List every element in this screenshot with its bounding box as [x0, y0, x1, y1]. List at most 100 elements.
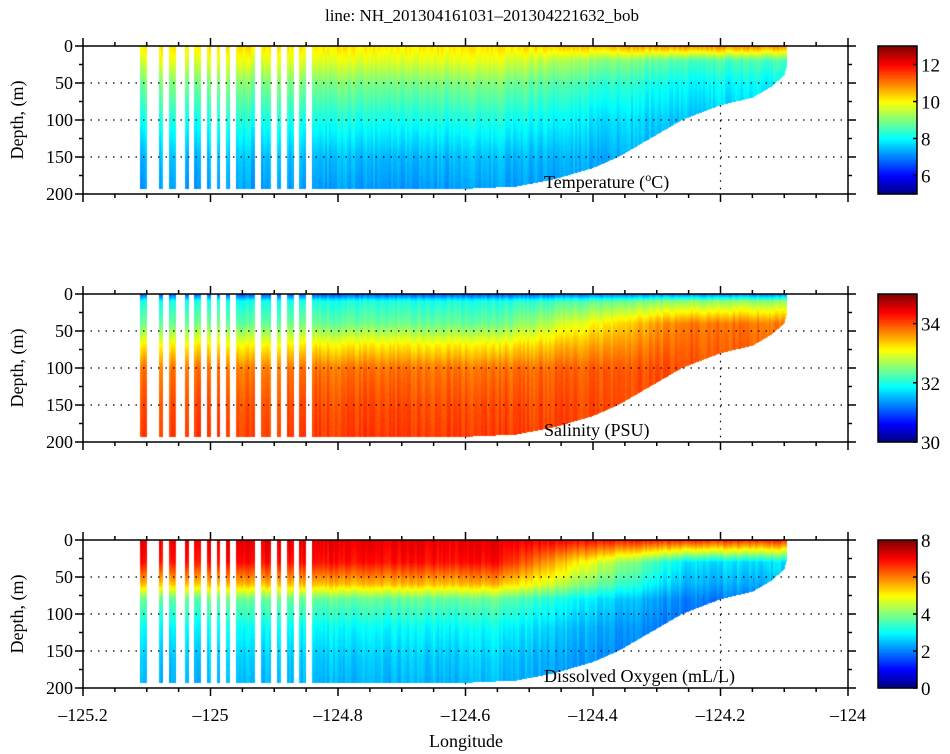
colorbar-tick-label: 0 — [921, 679, 931, 700]
colorbar-segment — [878, 180, 917, 184]
colorbar-segment — [878, 641, 917, 645]
colorbar-segment — [878, 549, 917, 553]
y-axis-label: Depth, (m) — [7, 329, 28, 408]
colorbar-segment — [878, 175, 917, 179]
x-tick-label: –125.2 — [57, 705, 108, 725]
colorbar-segment — [878, 583, 917, 587]
colorbar-segment — [878, 551, 917, 555]
colorbar-segment — [878, 182, 917, 186]
colorbar-segment — [878, 683, 917, 687]
x-tick-label: –124.6 — [440, 705, 491, 725]
colorbar-segment — [878, 189, 917, 193]
y-axis-label: Depth, (m) — [7, 575, 28, 654]
colorbar-segment — [878, 305, 917, 309]
colorbar-segment — [878, 342, 917, 346]
colorbar-segment — [878, 644, 917, 647]
colorbar-segment — [878, 423, 917, 427]
colorbar-segment — [878, 168, 917, 172]
colorbar-segment — [878, 166, 917, 170]
colorbar-segment — [878, 435, 917, 438]
colorbar-segment — [878, 117, 917, 121]
colorbar-segment — [878, 572, 917, 576]
y-tick-label: 50 — [55, 567, 73, 587]
colorbar-tick-label: 10 — [921, 93, 940, 114]
colorbar-segment — [878, 374, 917, 378]
annotation-text: Temperature ( — [544, 172, 645, 193]
colorbar-segment — [878, 614, 917, 617]
panel-annotation: Dissolved Oxygen (mL/L) — [544, 666, 735, 687]
colorbar-segment — [878, 540, 917, 543]
y-tick-label: 150 — [46, 147, 73, 167]
colorbar-segment — [878, 563, 917, 567]
colorbar-tick-label: 32 — [921, 374, 940, 395]
colorbar-segment — [878, 544, 917, 548]
colorbar-segment — [878, 170, 917, 174]
panel-annotation: Salinity (PSU) — [544, 420, 650, 441]
colorbar-segment — [878, 48, 917, 52]
colorbar-segment — [878, 655, 917, 659]
colorbar-segment — [878, 618, 917, 622]
colorbar-frame — [877, 293, 918, 443]
colorbar-segment — [878, 85, 917, 89]
colorbar-segment — [878, 138, 917, 142]
colorbar-tick-label: 8 — [921, 531, 931, 552]
colorbar: 30 32 34 — [877, 293, 941, 454]
colorbar-tick-label: 34 — [921, 315, 941, 336]
colorbar-segment — [878, 57, 917, 61]
colorbar-segment — [878, 71, 917, 75]
colorbar-segment — [878, 191, 917, 195]
colorbar-segment — [878, 597, 917, 601]
colorbar-segment — [878, 430, 917, 434]
colorbar-segment — [878, 122, 917, 126]
colorbar-segment — [878, 126, 917, 130]
colorbar-tick-label: 6 — [921, 167, 931, 188]
y-tick-label: 200 — [46, 678, 73, 698]
colorbar-segment — [878, 87, 917, 91]
x-axis-label: Longitude — [429, 731, 503, 751]
colorbar-segment — [878, 69, 917, 73]
colorbar-segment — [878, 83, 917, 86]
colorbar-segment — [878, 437, 917, 441]
colorbar-segment — [878, 161, 917, 165]
colorbar-segment — [878, 381, 917, 385]
colorbar-segment — [878, 50, 917, 54]
colorbar-segment — [878, 99, 917, 103]
colorbar-segment — [878, 78, 917, 82]
colorbar-segment — [878, 358, 917, 362]
colorbar-segment — [878, 52, 917, 56]
colorbar-segment — [878, 607, 917, 610]
colorbar-segment — [878, 379, 917, 383]
colorbar-segment — [878, 558, 917, 562]
colorbar-segment — [878, 639, 917, 643]
colorbar-segment — [878, 303, 917, 307]
colorbar-segment — [878, 370, 917, 374]
colorbar-segment — [878, 296, 917, 300]
colorbar-segment — [878, 625, 917, 629]
colorbar-segment — [878, 115, 917, 119]
colorbar-segment — [878, 110, 917, 114]
colorbar-segment — [878, 581, 917, 585]
x-tick-label: –124.8 — [312, 705, 363, 725]
y-tick-label: 200 — [46, 184, 73, 204]
colorbar-segment — [878, 124, 917, 128]
y-tick-label: 0 — [64, 530, 73, 550]
colorbar-tick-label: 4 — [921, 605, 931, 626]
colorbar-segment — [878, 414, 917, 418]
colorbar-segment — [878, 152, 917, 156]
colorbar-segment — [878, 377, 917, 381]
colorbar-segment — [878, 560, 917, 564]
colorbar-segment — [878, 55, 917, 59]
colorbar-segment — [878, 405, 917, 408]
colorbar-segment — [878, 89, 917, 93]
colorbar-segment — [878, 542, 917, 546]
colorbar-segment — [878, 604, 917, 608]
colorbar-segment — [878, 344, 917, 348]
y-tick-label: 0 — [64, 36, 73, 56]
colorbar-segment — [878, 150, 917, 153]
colorbar-segment — [878, 671, 917, 675]
colorbar-segment — [878, 407, 917, 411]
colorbar-segment — [878, 59, 917, 63]
colorbar-segment — [878, 340, 917, 344]
colorbar-segment — [878, 120, 917, 123]
colorbar-segment — [878, 108, 917, 112]
